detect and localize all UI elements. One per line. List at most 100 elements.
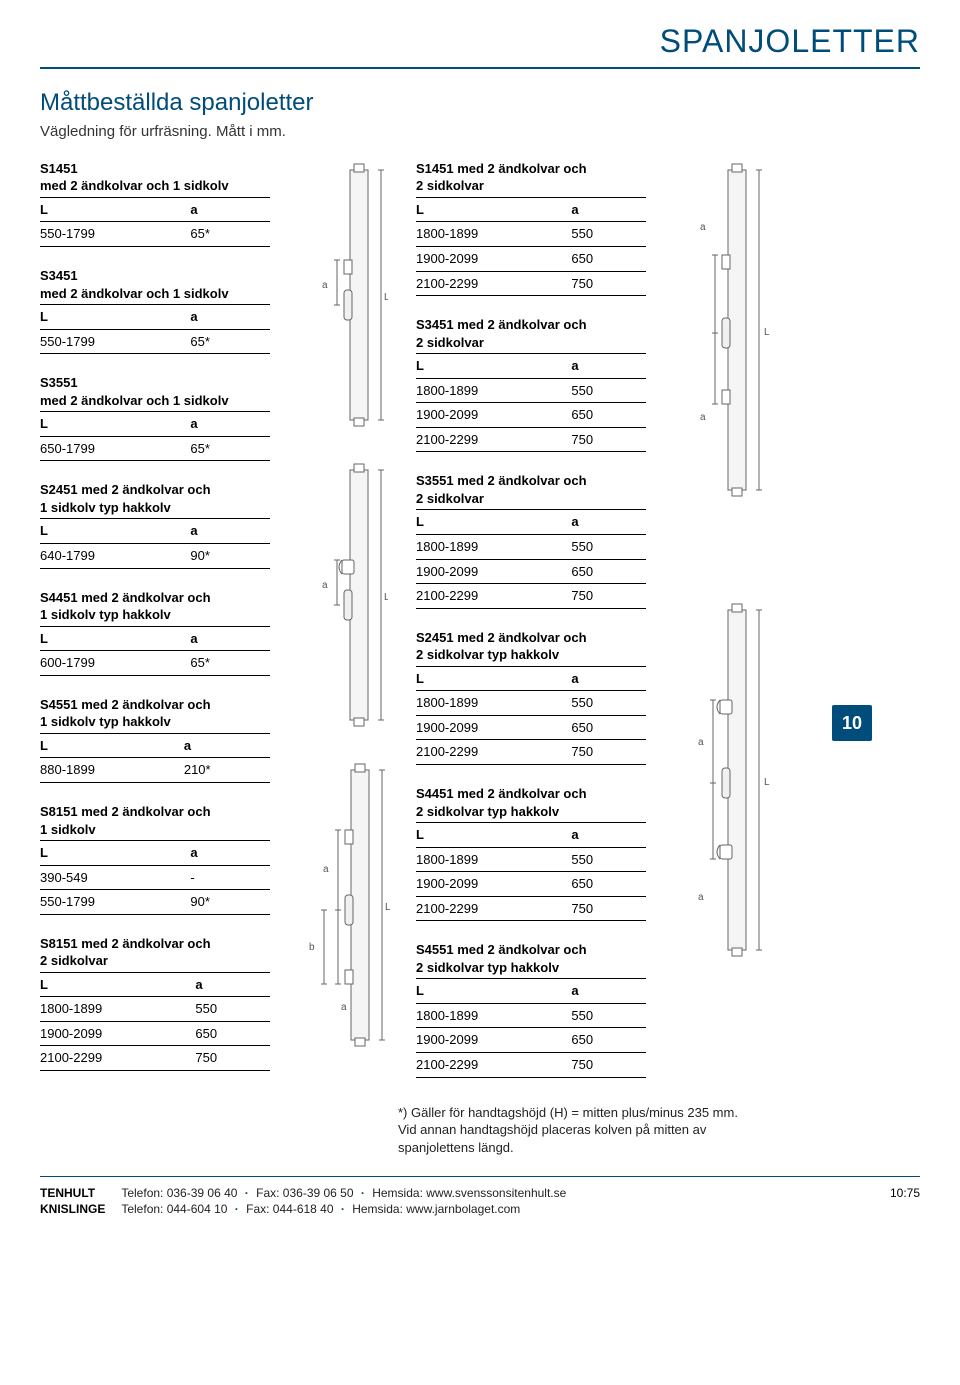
cell-L: 650-1799 — [40, 436, 150, 461]
cell-L: 2100-2299 — [416, 584, 531, 609]
footer-fax-2: Fax: 044-618 40 — [246, 1202, 333, 1216]
table-title: S3551 med 2 ändkolvar och2 sidkolvar — [416, 472, 646, 510]
table-row: 1900-2099650 — [40, 1021, 270, 1046]
svg-text:L: L — [764, 777, 770, 788]
page-tab-badge: 10 — [832, 705, 872, 741]
cell-L: 550-1799 — [40, 329, 150, 354]
footer: TENHULT KNISLINGE Telefon: 036-39 06 40 … — [40, 1176, 920, 1217]
table-title: S8151 med 2 ändkolvar och2 sidkolvar — [40, 935, 270, 973]
table-row: 2100-2299750 — [40, 1046, 270, 1071]
col-header-L: L — [40, 305, 150, 329]
table-title: S8151 med 2 ändkolvar och1 sidkolv — [40, 803, 270, 841]
spec-table: S3551 med 2 ändkolvar och2 sidkolvarLa18… — [416, 472, 646, 608]
table-title: S4451 med 2 ändkolvar och2 sidkolvar typ… — [416, 785, 646, 823]
table-row: 2100-2299750 — [416, 740, 646, 765]
table-row: 1800-1899550 — [416, 1003, 646, 1028]
col-header-a: a — [531, 198, 646, 222]
page-subsub: Vägledning för urfräsning. Mått i mm. — [40, 122, 920, 142]
cell-a: 650 — [531, 403, 646, 428]
col-header-L: L — [40, 519, 150, 543]
table-row: 2100-2299750 — [416, 427, 646, 452]
spec-table: S3451med 2 ändkolvar och 1 sidkolvLa550-… — [40, 267, 270, 354]
spec-table: S2451 med 2 ändkolvar och2 sidkolvar typ… — [416, 629, 646, 765]
table-row: 1900-2099650 — [416, 403, 646, 428]
col-header-a: a — [531, 823, 646, 847]
table-row: 2100-2299750 — [416, 271, 646, 296]
table-title: S1451med 2 ändkolvar och 1 sidkolv — [40, 160, 270, 198]
footer-web-2: Hemsida: www.jarnbolaget.com — [352, 1202, 520, 1216]
table-row: 1900-2099650 — [416, 1028, 646, 1053]
table-title: S3451 med 2 ändkolvar och2 sidkolvar — [416, 316, 646, 354]
cell-L: 1800-1899 — [416, 847, 531, 872]
cell-a: 650 — [531, 715, 646, 740]
cell-L: 1900-2099 — [416, 403, 531, 428]
cell-a: 750 — [531, 1052, 646, 1077]
table-row: 1800-1899550 — [416, 222, 646, 247]
cell-L: 1800-1899 — [416, 222, 531, 247]
cell-L: 1800-1899 — [40, 997, 155, 1022]
cell-a: 750 — [531, 427, 646, 452]
table-title: S1451 med 2 ändkolvar och2 sidkolvar — [416, 160, 646, 198]
cell-L: 1900-2099 — [416, 247, 531, 272]
cell-a: 65* — [150, 222, 270, 247]
cell-a: 650 — [531, 872, 646, 897]
spec-table: S8151 med 2 ändkolvar och2 sidkolvarLa18… — [40, 935, 270, 1071]
footer-web-1: Hemsida: www.svenssonsitenhult.se — [372, 1186, 566, 1200]
diagram-2-hakkolv-icon: L a a — [674, 600, 774, 960]
cell-L: 1800-1899 — [416, 378, 531, 403]
col-header-L: L — [416, 979, 531, 1003]
cell-a: 550 — [531, 535, 646, 560]
table-title: S4551 med 2 ändkolvar och1 sidkolv typ h… — [40, 696, 270, 734]
dot-icon: · — [235, 1202, 239, 1216]
table-row: 1800-1899550 — [416, 691, 646, 716]
diagram-1-hakkolv-icon: L a — [298, 460, 388, 730]
cell-a: 550 — [531, 1003, 646, 1028]
cell-a: 210* — [144, 758, 270, 783]
footer-loc-1: TENHULT — [40, 1186, 95, 1200]
table-title: S3451med 2 ändkolvar och 1 sidkolv — [40, 267, 270, 305]
table-title: S2451 med 2 ändkolvar och2 sidkolvar typ… — [416, 629, 646, 667]
col-header-a: a — [531, 667, 646, 691]
cell-L: 1800-1899 — [416, 535, 531, 560]
diagram-column-1: L a L a — [288, 160, 398, 1098]
cell-L: 390-549 — [40, 865, 150, 890]
table-title: S4551 med 2 ändkolvar och2 sidkolvar typ… — [416, 941, 646, 979]
cell-L: 1900-2099 — [416, 1028, 531, 1053]
cell-a: 65* — [150, 436, 270, 461]
table-row: 600-179965* — [40, 651, 270, 676]
col-header-L: L — [40, 198, 150, 222]
svg-text:a: a — [323, 864, 329, 875]
cell-L: 600-1799 — [40, 651, 150, 676]
spec-table: S4451 med 2 ändkolvar och1 sidkolv typ h… — [40, 589, 270, 676]
spec-table: S4551 med 2 ändkolvar och2 sidkolvar typ… — [416, 941, 646, 1077]
col-header-a: a — [150, 519, 270, 543]
table-row: 640-179990* — [40, 544, 270, 569]
table-row: 1800-1899550 — [40, 997, 270, 1022]
diagram-s8151-icon: L a b a — [293, 760, 393, 1050]
dot-icon: · — [361, 1186, 365, 1200]
col-header-L: L — [40, 627, 150, 651]
cell-L: 2100-2299 — [416, 740, 531, 765]
spec-table: S4551 med 2 ändkolvar och1 sidkolv typ h… — [40, 696, 270, 783]
footer-tel-1: Telefon: 036-39 06 40 — [121, 1186, 237, 1200]
table-row: 2100-2299750 — [416, 1052, 646, 1077]
col-header-a: a — [150, 305, 270, 329]
table-row: 1900-2099650 — [416, 559, 646, 584]
footer-fax-1: Fax: 036-39 06 50 — [256, 1186, 353, 1200]
table-row: 1800-1899550 — [416, 847, 646, 872]
cell-L: 1900-2099 — [416, 559, 531, 584]
table-row: 2100-2299750 — [416, 896, 646, 921]
table-title: S4451 med 2 ändkolvar och1 sidkolv typ h… — [40, 589, 270, 627]
spec-table: S3551med 2 ändkolvar och 1 sidkolvLa650-… — [40, 374, 270, 461]
svg-text:L: L — [384, 292, 388, 303]
cell-L: 1900-2099 — [416, 872, 531, 897]
col-header-a: a — [144, 734, 270, 758]
cell-a: 750 — [531, 584, 646, 609]
cell-a: 550 — [531, 691, 646, 716]
cell-a: 90* — [150, 544, 270, 569]
cell-a: 65* — [150, 329, 270, 354]
cell-a: 750 — [531, 896, 646, 921]
cell-a: 750 — [531, 740, 646, 765]
cell-L: 880-1899 — [40, 758, 144, 783]
footer-tel-2: Telefon: 044-604 10 — [121, 1202, 227, 1216]
